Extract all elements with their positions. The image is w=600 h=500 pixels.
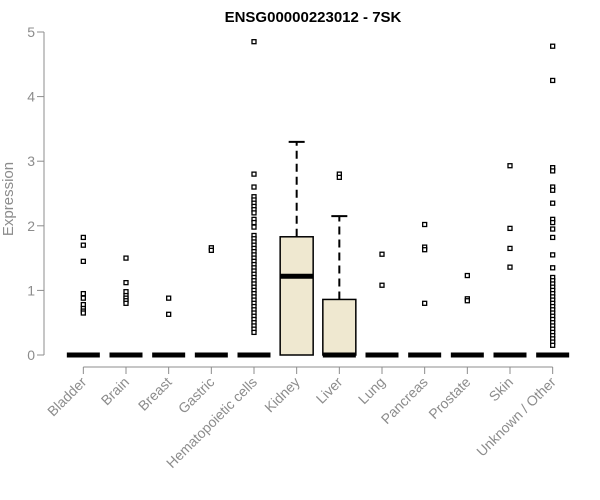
box-pancreas	[408, 221, 442, 358]
outlier-point	[550, 219, 556, 226]
outlier-point	[80, 295, 86, 301]
outlier-point	[80, 310, 86, 316]
outlier-point	[251, 184, 257, 190]
outlier-point	[208, 247, 214, 253]
outlier-point	[550, 226, 556, 232]
y-tick-label: 5	[27, 24, 35, 40]
outlier-point	[379, 251, 385, 257]
chart-title: ENSG00000223012 - 7SK	[225, 9, 402, 26]
y-axis-label: Expression	[0, 162, 17, 236]
box-liver	[322, 171, 357, 358]
box-kidney	[279, 140, 314, 356]
outlier-point	[550, 265, 556, 271]
outlier-point	[251, 224, 257, 230]
y-axis: 0 1 2 3 4 5	[27, 24, 45, 363]
outlier-point	[123, 300, 129, 306]
box-unknown-other	[536, 43, 570, 358]
box-brain	[109, 255, 143, 358]
x-tick-label: Breast	[135, 374, 175, 414]
outlier-point	[422, 221, 428, 228]
outlier-point	[507, 225, 513, 232]
x-tick-label: Brain	[98, 374, 132, 408]
outlier-point	[464, 272, 470, 279]
outlier-point	[507, 264, 513, 270]
outlier-point	[80, 234, 86, 241]
box-prostate	[450, 272, 484, 358]
x-tick-label: Skin	[486, 374, 517, 405]
box-body	[279, 236, 314, 356]
outlier-point	[251, 219, 257, 226]
box-body	[322, 298, 357, 356]
x-tick-label: Pancreas	[378, 374, 431, 427]
outlier-point	[422, 300, 428, 306]
x-tick-label: Gastric	[175, 374, 218, 417]
outlier-point	[464, 298, 470, 304]
box-breast	[152, 295, 186, 358]
box-hematopoietic-cells	[237, 39, 271, 358]
outlier-point	[251, 329, 257, 336]
box-skin	[493, 163, 527, 358]
y-tick-label: 1	[27, 282, 35, 298]
outlier-point	[379, 282, 385, 288]
x-tick-label: Prostate	[425, 374, 473, 422]
outlier-point	[550, 43, 556, 49]
box-bladder	[66, 234, 100, 358]
box-series	[66, 39, 570, 358]
outlier-point	[80, 290, 86, 297]
x-tick-label: Bladder	[44, 374, 90, 420]
outlier-point	[550, 77, 556, 84]
y-tick-label: 2	[27, 218, 35, 234]
x-tick-label: Unknown / Other	[473, 374, 559, 460]
outlier-point	[507, 163, 513, 169]
outlier-point	[550, 200, 556, 206]
outlier-point	[550, 187, 556, 193]
outlier-point	[550, 252, 556, 258]
outlier-point	[80, 242, 86, 248]
y-tick-label: 0	[27, 347, 35, 363]
outlier-point	[550, 342, 556, 348]
x-tick-label: Liver	[313, 374, 346, 407]
outlier-point	[166, 295, 172, 301]
x-tick-label: Kidney	[261, 374, 303, 416]
y-tick-label: 3	[27, 153, 35, 169]
x-tick-label: Lung	[355, 374, 388, 407]
outlier-point	[123, 255, 129, 261]
outlier-point	[550, 168, 556, 174]
outlier-point	[251, 171, 257, 177]
y-tick-label: 4	[27, 89, 35, 105]
outlier-point	[123, 279, 129, 286]
outlier-point	[251, 39, 257, 45]
outlier-point	[507, 245, 513, 252]
outlier-point	[251, 210, 257, 216]
box-lung	[365, 251, 399, 358]
outlier-point	[166, 311, 172, 317]
box-gastric	[194, 245, 228, 358]
outlier-point	[422, 247, 428, 253]
outlier-point	[550, 234, 556, 241]
outlier-point	[336, 174, 342, 181]
outlier-point	[80, 258, 86, 264]
